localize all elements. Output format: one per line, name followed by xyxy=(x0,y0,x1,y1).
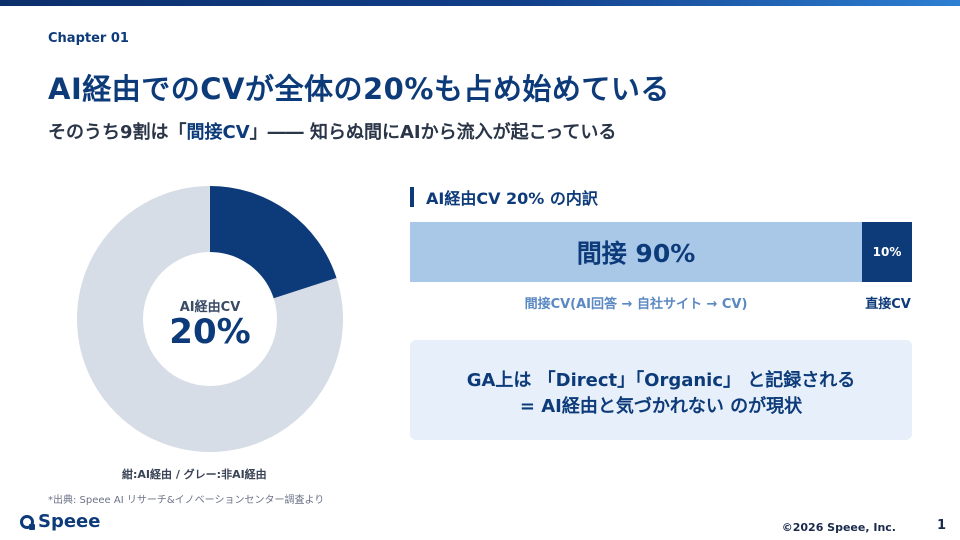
direct-caption: 直接CV xyxy=(865,297,911,312)
direct-segment: 10% xyxy=(862,222,912,282)
indirect-caption: 間接CV(AI回答 → 自社サイト → CV) xyxy=(524,297,748,312)
donut-legend-note: 紺:AI経由 / グレー:非AI経由 xyxy=(122,468,267,481)
callout-line-2: = AI経由と気づかれない のが現状 xyxy=(519,396,803,417)
indirect-label: 間接 90% xyxy=(576,239,696,268)
direct-label: 10% xyxy=(872,245,902,259)
slide-subtitle: そのうち9割は「間接CV」―― 知らぬ間にAIから流入が起こっている xyxy=(48,118,616,144)
speee-logo-icon xyxy=(20,514,35,530)
top-accent-bar xyxy=(0,0,960,6)
heading-accent-bar xyxy=(410,187,414,207)
donut-center-label: AI経由CV 20% xyxy=(77,186,343,452)
slide-title: AI経由でのCVが全体の20%も占め始めている xyxy=(48,72,670,106)
callout-box: GA上は 「Direct」「Organic」 と記録される = AI経由と気づか… xyxy=(410,340,912,440)
donut-label-value: 20% xyxy=(169,312,251,352)
callout-line-1: GA上は 「Direct」「Organic」 と記録される xyxy=(466,370,856,391)
copyright: ©2026 Speee, Inc. xyxy=(781,521,896,534)
subtitle-suffix: 」―― 知らぬ間にAIから流入が起こっている xyxy=(249,122,617,143)
breakdown-header: AI経由CV 20% の内訳 xyxy=(410,186,598,208)
donut-label-small: AI経由CV xyxy=(179,300,241,315)
indirect-segment: 間接 90% xyxy=(410,222,862,282)
breakdown-stacked-bar: 間接 90% 10% xyxy=(410,222,912,282)
page-number: 1 xyxy=(936,518,946,533)
brand-logo: Speee xyxy=(20,511,100,532)
donut-svg xyxy=(77,186,343,452)
logo-text: Speee xyxy=(38,511,101,532)
subtitle-highlight: 間接CV xyxy=(186,122,250,143)
subtitle-prefix: そのうち9割は「 xyxy=(48,122,187,143)
ai-cv-donut: AI経由CV 20% xyxy=(77,186,343,452)
donut-ai-segment xyxy=(208,186,337,300)
source-note: *出典: Speee AI リサーチ&イノベーションセンター調査より xyxy=(48,495,325,506)
chapter-label: Chapter 01 xyxy=(48,31,129,46)
breakdown-title: AI経由CV 20% の内訳 xyxy=(426,189,598,208)
